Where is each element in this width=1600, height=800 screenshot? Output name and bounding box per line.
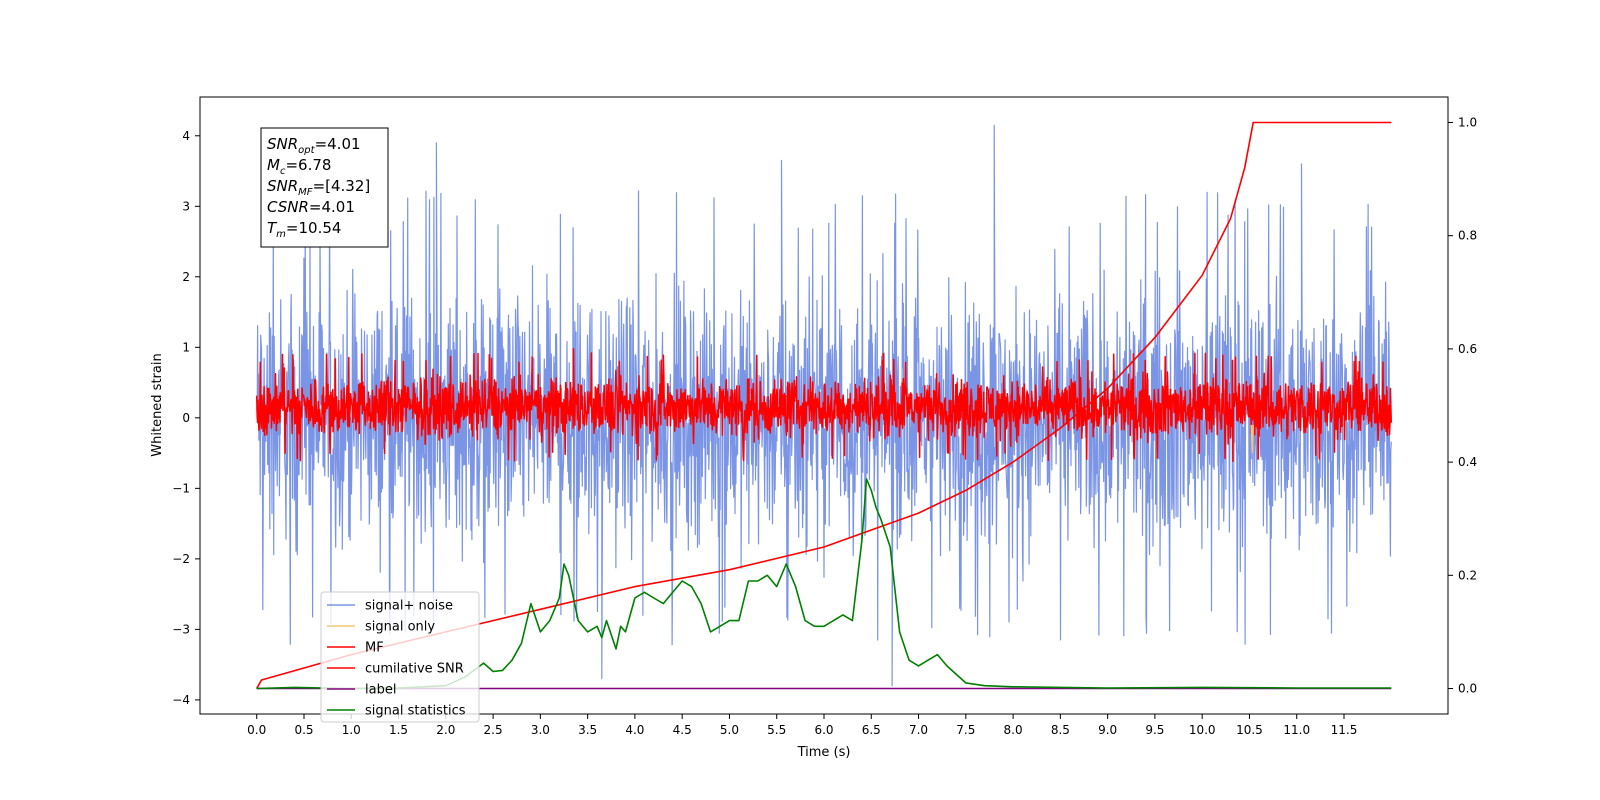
x-tick-label: 10.0 xyxy=(1189,723,1216,737)
y-axis-left: −4 −3 −2 −1 0 1 2 3 4 xyxy=(172,129,200,707)
series-mf xyxy=(255,347,1393,463)
legend-frame xyxy=(320,591,480,723)
x-tick-label: 8.5 xyxy=(1051,723,1070,737)
x-tick-label: 4.5 xyxy=(673,723,692,737)
series-signal-statistics xyxy=(256,478,1392,690)
y-tick-label: −3 xyxy=(172,622,190,636)
y2-tick-label: 1.0 xyxy=(1458,115,1477,129)
annotation-line: Tm=10.54 xyxy=(267,219,341,240)
x-tick-label: 6.5 xyxy=(862,723,881,737)
x-tick-label: 0.0 xyxy=(247,723,266,737)
legend-label: MF xyxy=(365,641,384,656)
x-tick-label: 0.5 xyxy=(294,723,313,737)
annotation-line: CSNR=4.01 xyxy=(267,198,355,216)
x-tick-label: 7.0 xyxy=(909,723,928,737)
annotation-frame xyxy=(260,127,389,248)
legend-label: label xyxy=(365,683,396,698)
y-axis-right: 0.0 0.2 0.4 0.6 0.8 1.0 xyxy=(1448,115,1477,696)
x-tick-label: 3.5 xyxy=(578,723,597,737)
x-tick-label: 5.0 xyxy=(720,723,739,737)
y-tick-label: −2 xyxy=(172,552,190,566)
y-tick-label: 3 xyxy=(182,199,190,213)
x-axis-label: Time (s) xyxy=(797,745,851,760)
x-tick-label: 11.5 xyxy=(1331,723,1358,737)
y-tick-label: 1 xyxy=(182,340,190,354)
plot-frame xyxy=(199,96,1449,715)
x-tick-label: 9.5 xyxy=(1145,723,1164,737)
legend-label: signal+ noise xyxy=(365,599,453,614)
x-tick-label: 11.0 xyxy=(1283,723,1310,737)
y-axis-label: Whitened strain xyxy=(150,353,165,456)
x-tick-label: 6.0 xyxy=(814,723,833,737)
y-tick-label: 2 xyxy=(182,270,190,284)
legend: signal+ noise signal only MF cumilative SNR… xyxy=(320,591,480,723)
x-tick-label: 7.5 xyxy=(956,723,975,737)
series-signal-only xyxy=(1250,424,1254,454)
x-tick-label: 10.5 xyxy=(1236,723,1263,737)
x-tick-label: 4.0 xyxy=(625,723,644,737)
x-tick-label: 1.5 xyxy=(389,723,408,737)
x-tick-label: 5.5 xyxy=(767,723,786,737)
annotation-line: SNRMF=[4.32] xyxy=(267,177,370,198)
y2-tick-label: 0.6 xyxy=(1458,342,1477,356)
y2-tick-label: 0.4 xyxy=(1458,455,1477,469)
x-tick-label: 9.0 xyxy=(1098,723,1117,737)
x-tick-label: 2.0 xyxy=(436,723,455,737)
y-tick-label: 4 xyxy=(182,129,190,143)
x-tick-label: 3.0 xyxy=(531,723,550,737)
legend-label: signal statistics xyxy=(365,704,466,719)
x-axis: 0.0 0.5 1.0 1.5 2.0 2.5 3.0 3.5 4.0 4.5 5.0 5.5 6.0 6… xyxy=(247,714,1357,737)
x-tick-label: 8.0 xyxy=(1004,723,1023,737)
legend-label: signal only xyxy=(365,620,435,635)
y-tick-label: −1 xyxy=(172,481,190,495)
legend-label: cumilative SNR xyxy=(365,662,464,677)
x-tick-label: 2.5 xyxy=(484,723,503,737)
y2-tick-label: 0.2 xyxy=(1458,568,1477,582)
annotation-line: SNRopt=4.01 xyxy=(267,135,361,156)
annotation-line: Mc=6.78 xyxy=(267,156,331,177)
y-tick-label: 0 xyxy=(182,411,190,425)
y2-tick-label: 0.0 xyxy=(1458,682,1477,696)
y2-tick-label: 0.8 xyxy=(1458,229,1477,243)
x-tick-label: 1.0 xyxy=(342,723,361,737)
series-signal-noise xyxy=(256,124,1392,687)
y-tick-label: −4 xyxy=(172,693,190,707)
